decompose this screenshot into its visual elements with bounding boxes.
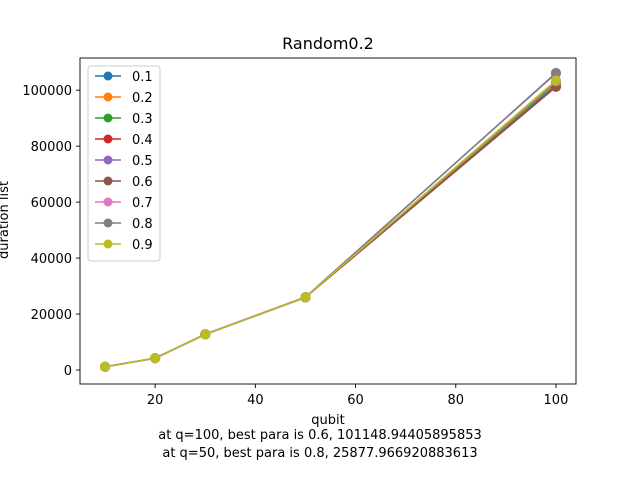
legend-entry-0.6: 0.6 [95,175,153,190]
series-0.6 [100,81,561,372]
x-tick-label-20: 20 [147,393,164,408]
legend-label-0.1: 0.1 [132,70,153,85]
plot-area: 20 40 60 80 100 0 20000 40000 60000 80000 100000 [22,57,577,408]
legend-marker-0.8 [103,218,113,228]
legend-marker-0.3 [103,113,113,123]
series-line-0.4 [104,85,557,368]
axes-frame [79,57,577,385]
series-line-0.8 [104,72,557,368]
x-tick-label-40: 40 [247,393,264,408]
series-0.4 [100,81,561,372]
data-point-0.8-x100 [550,67,561,78]
series-line-0.9 [104,79,557,368]
series-0.3 [100,77,561,372]
legend-marker-0.7 [103,197,113,207]
x-tick-label-80: 80 [447,393,464,408]
legend: 0.1 0.2 0.3 0.4 0.5 0.6 0.7 0.8 0.9 [87,65,161,262]
series-0.2 [100,78,561,372]
series-line-0.7 [104,80,557,368]
data-point-0.9-x30 [200,329,211,340]
series-line-0.5 [104,72,557,368]
y-tick-label-80000: 80000 [31,140,72,155]
caption-best-q100: at q=100, best para is 0.6, 101148.94405… [158,428,482,443]
legend-marker-0.4 [103,134,113,144]
legend-label-0.5: 0.5 [132,154,153,169]
caption-best-q50: at q=50, best para is 0.8, 25877.9669208… [162,446,478,461]
y-tick-label-0: 0 [64,364,72,379]
legend-entry-0.9: 0.9 [95,238,153,253]
y-axis-label: duration list [0,181,12,259]
chart-title: Random0.2 [282,34,374,53]
legend-entry-0.8: 0.8 [95,217,153,232]
legend-entry-0.5: 0.5 [95,154,153,169]
series-line-0.3 [104,81,557,368]
series-line-0.1 [104,84,557,368]
data-point-0.9-x10 [100,361,111,372]
series-line-0.2 [104,82,557,368]
x-axis-label: qubit [311,413,344,428]
legend-marker-0.1 [103,71,113,81]
legend-marker-0.6 [103,176,113,186]
legend-marker-0.2 [103,92,113,102]
legend-entry-0.7: 0.7 [95,196,153,211]
data-point-0.9-x20 [150,353,161,364]
legend-label-0.8: 0.8 [132,217,153,232]
series-0.5 [100,68,561,372]
legend-label-0.3: 0.3 [132,112,153,127]
series-0.7 [100,76,561,372]
legend-entry-0.1: 0.1 [95,70,153,85]
legend-entry-0.4: 0.4 [95,133,153,148]
legend-marker-0.5 [103,155,113,165]
legend-label-0.2: 0.2 [132,91,153,106]
legend-label-0.9: 0.9 [132,238,153,253]
legend-label-0.6: 0.6 [132,175,153,190]
series-0.1 [100,80,561,372]
data-point-0.9-x50 [300,292,311,303]
legend-marker-0.9 [103,239,113,249]
y-tick-label-100000: 100000 [22,84,72,99]
legend-entry-0.3: 0.3 [95,112,153,127]
y-tick-label-40000: 40000 [31,252,72,267]
x-tick-label-60: 60 [347,393,364,408]
legend-label-0.4: 0.4 [132,133,153,148]
y-tick-label-20000: 20000 [31,308,72,323]
y-tick-label-60000: 60000 [31,196,72,211]
x-tick-label-100: 100 [544,393,569,408]
legend-entry-0.2: 0.2 [95,91,153,106]
series-0.8 [100,67,561,372]
series-0.9 [100,75,561,372]
series-line-0.6 [104,86,557,368]
legend-label-0.7: 0.7 [132,196,153,211]
data-point-0.9-x100 [550,75,561,86]
